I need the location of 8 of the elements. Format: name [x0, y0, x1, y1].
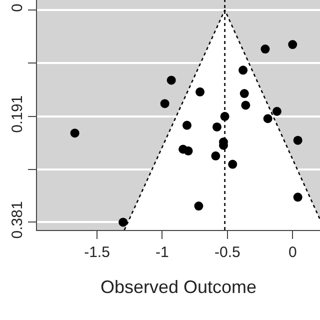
- x-tick-label: -1: [156, 244, 169, 261]
- x-tick-label: 0: [288, 244, 297, 261]
- x-tick-label: -1.5: [84, 244, 110, 261]
- y-tick-label: 0.191: [9, 95, 26, 133]
- x-axis-title: Observed Outcome: [100, 277, 257, 298]
- y-tick-label: 0.381: [9, 201, 26, 239]
- y-tick-label: 0: [9, 4, 26, 12]
- x-tick-label: -0.5: [214, 244, 240, 261]
